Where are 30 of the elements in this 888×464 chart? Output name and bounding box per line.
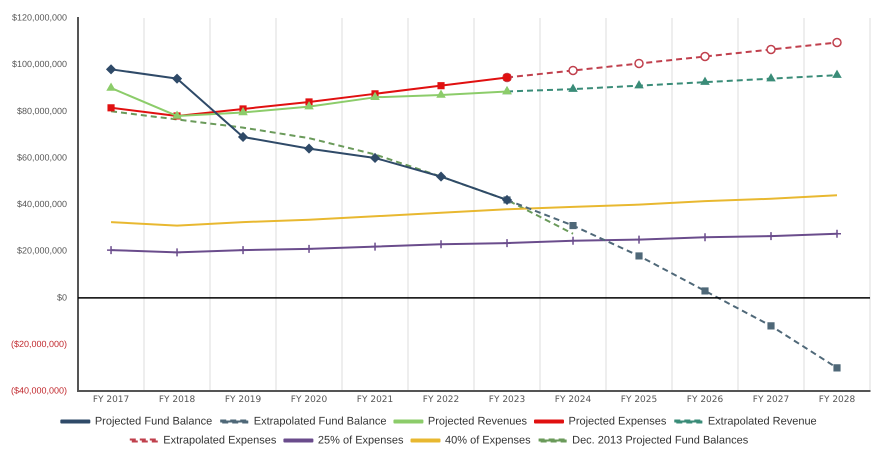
y-tick-label: $80,000,000 [16, 106, 68, 116]
y-tick-label: $100,000,000 [12, 59, 68, 70]
legend-label: 40% of Expenses [445, 434, 532, 447]
x-tick-label: FY 2022 [422, 394, 460, 405]
legend-label: Projected Revenues [428, 416, 528, 428]
x-tick-label: FY 2024 [554, 394, 592, 405]
x-tick-label: FY 2026 [686, 394, 724, 405]
y-tick-label: $40,000,000 [16, 199, 68, 210]
x-tick-label: FY 2028 [818, 394, 856, 405]
y-tick-label: $60,000,000 [16, 152, 68, 162]
y-tick-label: ($40,000,000) [10, 386, 68, 396]
x-tick-label: FY 2023 [488, 394, 526, 405]
legend-label: Projected Expenses [568, 416, 667, 428]
legend-label: Projected Fund Balance [94, 416, 212, 428]
legend-label: Dec. 2013 Projected Fund Balances [572, 434, 749, 447]
x-tick-label: FY 2017 [92, 394, 130, 405]
y-tick-label: $0 [57, 292, 68, 302]
x-tick-label: FY 2021 [356, 394, 394, 405]
x-tick-label: FY 2027 [752, 394, 790, 405]
legend-label: 25% of Expenses [318, 434, 404, 447]
y-tick-label: ($20,000,000) [10, 339, 68, 350]
legend-label: Extrapolated Revenue [708, 416, 817, 428]
x-tick-label: FY 2019 [224, 394, 262, 405]
x-tick-label: FY 2025 [620, 394, 658, 405]
x-tick-label: FY 2018 [158, 394, 196, 405]
x-tick-label: FY 2020 [290, 394, 328, 405]
legend-label: Extrapolated Expenses [163, 434, 277, 447]
y-tick-label: $120,000,000 [12, 12, 68, 22]
y-tick-label: $20,000,000 [16, 246, 68, 256]
legend-label: Extrapolated Fund Balance [254, 416, 386, 428]
